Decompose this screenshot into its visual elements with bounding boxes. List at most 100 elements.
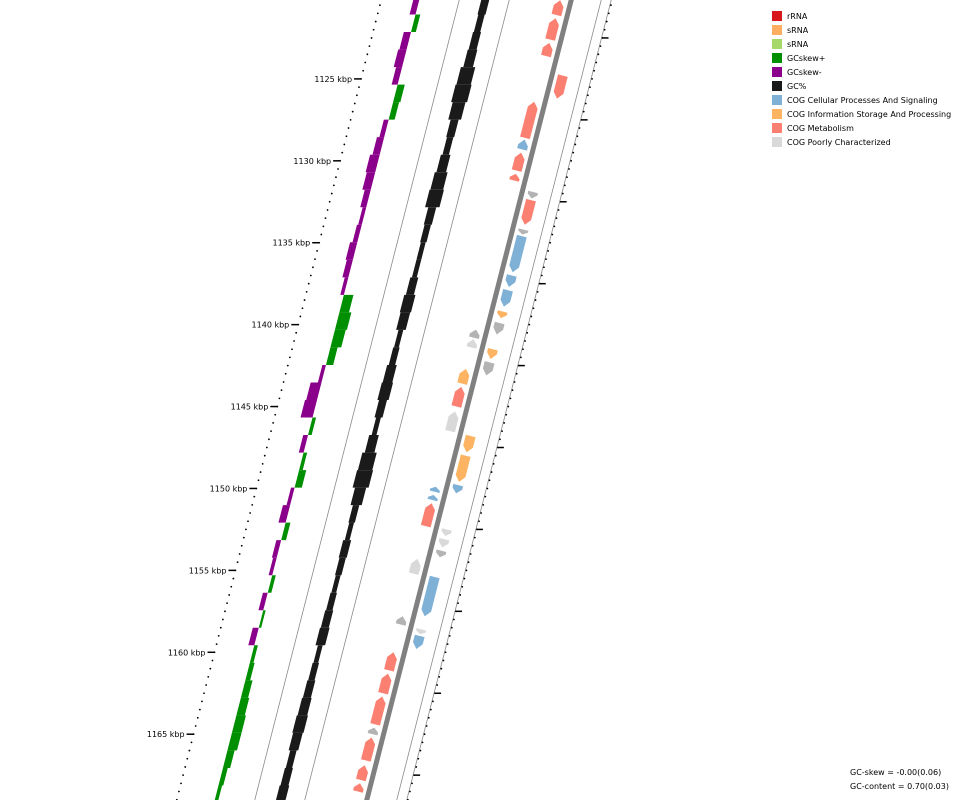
gc-content-bar	[420, 224, 431, 243]
gc-skew-bar	[258, 592, 268, 611]
gc-skew-bar	[372, 137, 385, 155]
ruler-dot	[307, 282, 310, 285]
gc-skew-bar	[340, 277, 349, 295]
gene-arrow	[452, 483, 464, 494]
ruler-dot	[320, 233, 323, 236]
gene-arrow	[356, 765, 368, 782]
gc-content-bar	[285, 750, 297, 768]
ruler-dot	[278, 397, 281, 400]
outer-ruler-dot	[557, 209, 560, 211]
gc-content-stat: GC-content = 0.70(0.03)	[850, 782, 949, 791]
ruler-dot	[282, 381, 285, 383]
outer-ruler-dot	[597, 53, 600, 56]
gene-arrow	[520, 101, 538, 140]
gc-content-bar	[344, 522, 355, 541]
gene-arrow	[511, 152, 525, 172]
gc-content-bar	[411, 259, 422, 278]
gc-skew-bar	[411, 14, 421, 33]
legend-label: GCskew-	[787, 67, 822, 77]
ruler-dot	[207, 675, 210, 678]
gc-content-bar	[423, 207, 437, 225]
legend-label: COG Information Storage And Processing	[787, 109, 952, 119]
track-guide-line	[406, 0, 612, 800]
ruler-dot	[198, 708, 201, 711]
outer-ruler-dot	[549, 241, 552, 244]
ruler-dot	[272, 422, 275, 424]
outer-ruler-dot	[448, 635, 451, 637]
gc-content-bar	[425, 189, 444, 208]
outer-ruler-dot	[467, 561, 470, 564]
outer-ruler-dot	[515, 372, 518, 375]
legend-swatch	[772, 25, 782, 35]
outer-ruler-dot	[494, 454, 497, 457]
outer-ruler-dot	[528, 323, 531, 326]
outer-ruler-dot	[547, 250, 550, 252]
gc-content-bar	[297, 697, 312, 716]
statistics-panel: GC-skew = -0.00(0.06) GC-content = 0.70(…	[850, 766, 949, 794]
outer-ruler-dot	[486, 487, 489, 490]
gc-skew-bar	[245, 662, 255, 681]
legend-swatch	[772, 11, 782, 21]
gc-skew-bar	[278, 505, 291, 523]
ruler-dot	[274, 413, 277, 416]
outer-ruler-dot	[438, 675, 441, 678]
gc-skew-bar	[268, 557, 277, 576]
gc-skew-bar	[218, 767, 228, 786]
outer-ruler-dot	[488, 479, 491, 482]
gc-skew-bar	[325, 347, 338, 365]
outer-ruler-dot	[432, 700, 434, 703]
outer-ruler-dot	[574, 143, 577, 146]
ruler-dot	[240, 544, 243, 547]
legend-item: GCskew-	[772, 65, 951, 79]
gc-skew-bar	[362, 172, 376, 190]
gene-arrow	[413, 634, 425, 649]
gene-arrow	[482, 361, 495, 376]
legend-label: rRNA	[787, 11, 808, 21]
ruler-tick-label: 1140 kbp	[252, 321, 290, 330]
gc-content-bar	[473, 14, 485, 33]
outer-ruler-dot	[461, 585, 464, 588]
gc-skew-bar	[345, 242, 358, 260]
gc-content-bar	[357, 452, 377, 471]
ruler-dot	[291, 348, 293, 351]
ruler-dot	[209, 667, 212, 670]
gene-arrow	[509, 173, 520, 182]
outer-ruler-dot	[469, 553, 472, 555]
ruler-dot	[362, 69, 365, 72]
ruler-dot	[228, 594, 231, 596]
gc-skew-bar	[214, 785, 223, 800]
gene-arrow	[518, 228, 529, 235]
ruler-tick-label: 1160 kbp	[168, 648, 206, 657]
outer-ruler-dot	[561, 192, 564, 195]
ruler-dot	[196, 716, 199, 719]
gc-skew-bar	[409, 0, 420, 15]
ruler-dot	[219, 626, 222, 629]
ruler-dot	[337, 168, 339, 170]
ruler-dot	[201, 700, 203, 703]
gc-skew-bar	[365, 154, 380, 173]
outer-ruler-dot	[417, 757, 420, 760]
gc-skew-bar	[306, 382, 322, 400]
ruler-dot	[351, 110, 354, 113]
gene-arrow	[457, 368, 470, 385]
ruler-dot	[349, 118, 352, 121]
track-guide-lines	[254, 0, 612, 800]
legend-item: COG Metabolism	[772, 121, 951, 135]
ruler-dot	[251, 503, 254, 506]
legend-swatch	[772, 67, 782, 77]
gene-arrow	[545, 18, 559, 41]
ruler-dot	[366, 53, 369, 56]
ruler-dot	[205, 684, 208, 686]
outer-ruler-dot	[490, 471, 493, 473]
legend-swatch	[772, 123, 782, 133]
gc-content-bar	[382, 364, 397, 383]
ruler-dot	[355, 94, 358, 97]
gene-arrow	[361, 737, 376, 762]
ruler-dot	[330, 192, 333, 195]
gc-content-track	[275, 0, 490, 800]
legend-label: GC%	[787, 81, 807, 91]
ruler-dot	[358, 86, 360, 89]
gc-skew-bar	[358, 207, 367, 225]
ruler-dot	[293, 340, 295, 342]
